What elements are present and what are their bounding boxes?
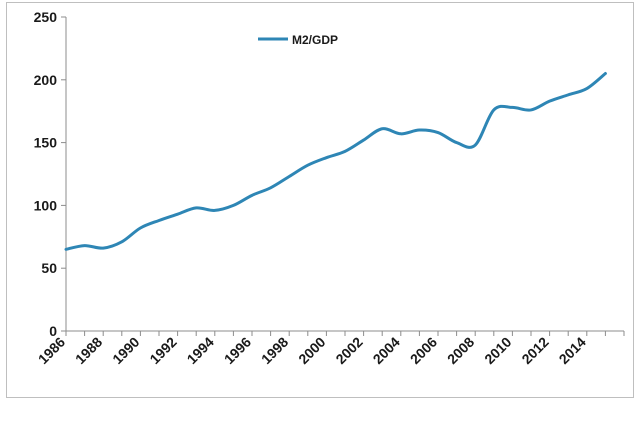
x-tick-label: 2014 — [556, 334, 589, 367]
series-line-m2-gdp — [64, 72, 607, 251]
y-tick-label: 0 — [49, 323, 57, 339]
legend-label: M2/GDP — [292, 33, 338, 47]
line-chart: 0 50 100 150 200 250 1986 1988 1990 1992 1994 1996… — [34, 9, 625, 367]
x-tick-label: 2008 — [444, 334, 477, 367]
x-tick-label: 1998 — [258, 334, 291, 367]
y-axis-ticks: 0 50 100 150 200 250 — [34, 9, 66, 339]
x-tick-label: 2002 — [332, 334, 365, 367]
y-tick-label: 50 — [41, 260, 57, 276]
x-tick-label: 2000 — [295, 334, 328, 367]
series-group — [64, 72, 607, 251]
x-tick-label: 1990 — [109, 334, 142, 367]
legend: M2/GDP — [258, 33, 338, 47]
chart-frame: 0 50 100 150 200 250 1986 1988 1990 1992 1994 1996… — [6, 2, 634, 398]
y-tick-label: 200 — [34, 72, 58, 88]
x-tick-label: 2010 — [481, 334, 514, 367]
x-tick-label: 1986 — [35, 334, 68, 367]
x-tick-label: 2012 — [518, 334, 551, 367]
x-axis-ticks: 1986 1988 1990 1992 1994 1996 1998 2000 2002 2004… — [35, 331, 625, 367]
y-tick-label: 100 — [34, 197, 58, 213]
y-tick-label: 250 — [34, 9, 58, 25]
x-tick-label: 2006 — [407, 334, 440, 367]
x-tick-label: 1988 — [72, 334, 105, 367]
x-tick-label: 1994 — [184, 334, 217, 367]
x-tick-label: 1996 — [221, 334, 254, 367]
axes — [65, 17, 624, 332]
x-tick-label: 2004 — [370, 334, 403, 367]
x-tick-label: 1992 — [146, 334, 179, 367]
y-tick-label: 150 — [34, 135, 58, 151]
